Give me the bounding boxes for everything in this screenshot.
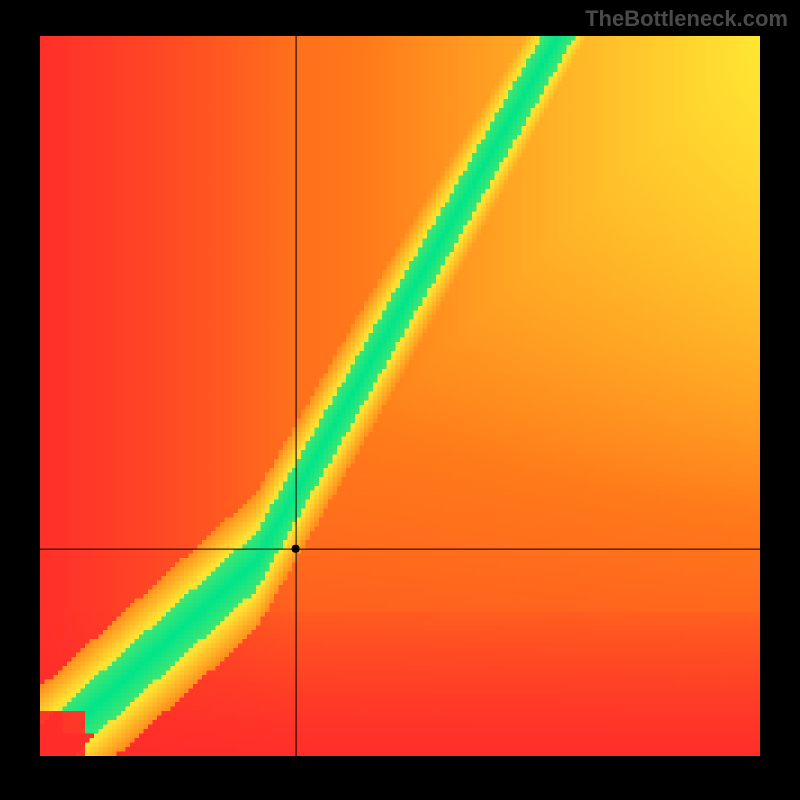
- heatmap-canvas: [40, 36, 760, 756]
- bottleneck-heatmap: [40, 36, 760, 756]
- watermark-text: TheBottleneck.com: [585, 6, 788, 32]
